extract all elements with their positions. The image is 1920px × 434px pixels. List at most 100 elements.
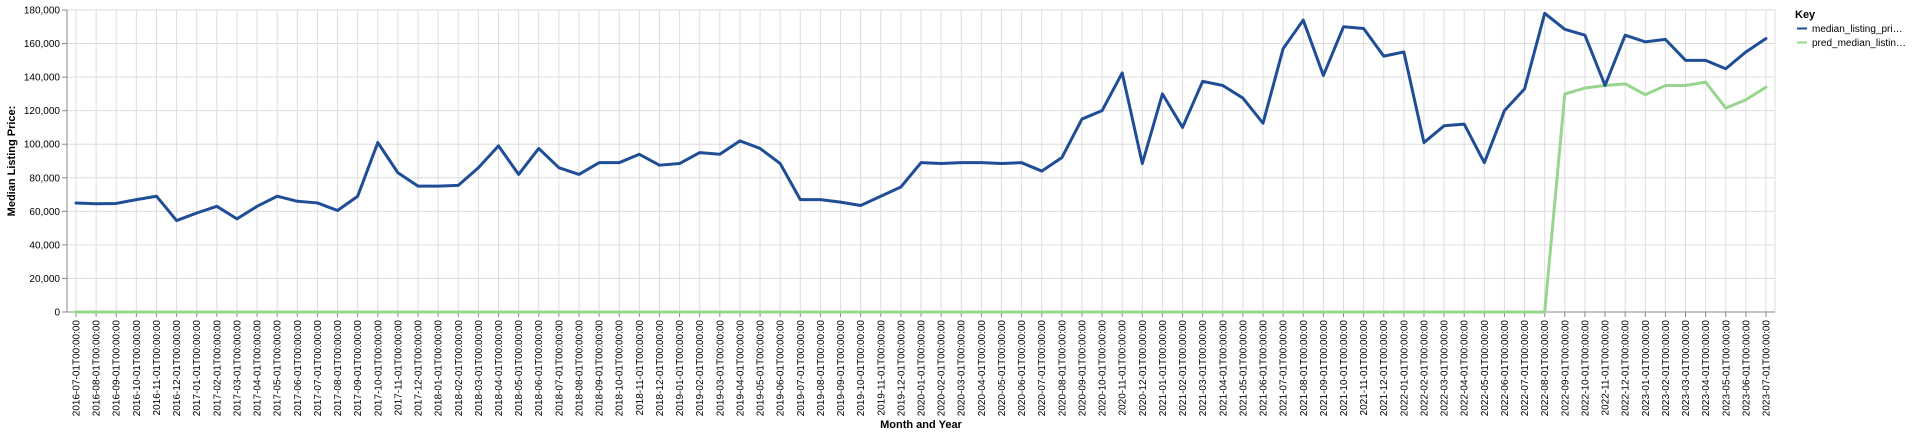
x-tick-label: 2018-03-01T00:00:00 bbox=[474, 320, 485, 417]
x-tick-label: 2020-11-01T00:00:00 bbox=[1118, 320, 1129, 416]
x-tick-label: 2023-02-01T00:00:00 bbox=[1661, 320, 1672, 417]
legend: Key median_listing_pri… pred_median_listi… bbox=[1795, 9, 1906, 49]
x-tick-label: 2017-09-01T00:00:00 bbox=[353, 320, 364, 417]
x-tick-label: 2018-05-01T00:00:00 bbox=[514, 320, 525, 417]
x-tick-label: 2019-01-01T00:00:00 bbox=[675, 320, 686, 417]
x-tick-label: 2023-07-01T00:00:00 bbox=[1762, 320, 1773, 417]
series-line-median-listing-pri bbox=[74, 11, 1768, 223]
y-tick-label: 20,000 bbox=[29, 274, 60, 285]
x-tick-label: 2018-02-01T00:00:00 bbox=[454, 320, 465, 417]
x-tick-label: 2018-08-01T00:00:00 bbox=[574, 320, 585, 417]
x-tick-label: 2017-11-01T00:00:00 bbox=[393, 320, 404, 416]
x-tick-label: 2021-02-01T00:00:00 bbox=[1178, 320, 1189, 417]
x-tick-label: 2020-04-01T00:00:00 bbox=[977, 320, 988, 417]
y-tick-label: 180,000 bbox=[24, 6, 61, 17]
x-tick-label: 2017-08-01T00:00:00 bbox=[333, 320, 344, 417]
x-tick-label: 2022-12-01T00:00:00 bbox=[1621, 320, 1632, 417]
x-tick-label: 2023-01-01T00:00:00 bbox=[1641, 320, 1652, 417]
x-tick-label: 2019-12-01T00:00:00 bbox=[896, 320, 907, 417]
x-tick-label: 2016-10-01T00:00:00 bbox=[132, 320, 143, 417]
x-tick-label: 2020-09-01T00:00:00 bbox=[1077, 320, 1088, 417]
x-tick-label: 2020-06-01T00:00:00 bbox=[1017, 320, 1028, 417]
y-tick-label: 60,000 bbox=[29, 207, 60, 218]
x-tick-label: 2019-11-01T00:00:00 bbox=[876, 320, 887, 416]
x-tick-label: 2016-07-01T00:00:00 bbox=[72, 320, 83, 417]
x-tick-label: 2019-04-01T00:00:00 bbox=[735, 320, 746, 417]
x-tick-label: 2018-10-01T00:00:00 bbox=[615, 320, 626, 417]
y-tick-label: 0 bbox=[54, 308, 60, 319]
y-tick-label: 100,000 bbox=[24, 140, 61, 151]
x-tick-label: 2019-10-01T00:00:00 bbox=[856, 320, 867, 417]
x-tick-label: 2021-12-01T00:00:00 bbox=[1379, 320, 1390, 417]
x-tick-label: 2021-06-01T00:00:00 bbox=[1259, 320, 1270, 417]
y-tick-label: 160,000 bbox=[24, 39, 61, 50]
x-tick-label: 2022-07-01T00:00:00 bbox=[1520, 320, 1531, 417]
x-tick-label: 2022-04-01T00:00:00 bbox=[1460, 320, 1471, 417]
x-tick-label: 2016-12-01T00:00:00 bbox=[172, 320, 183, 417]
x-tick-label: 2017-04-01T00:00:00 bbox=[253, 320, 264, 417]
x-tick-label: 2022-03-01T00:00:00 bbox=[1440, 320, 1451, 417]
x-tick-label: 2016-08-01T00:00:00 bbox=[92, 320, 103, 417]
x-tick-label: 2023-05-01T00:00:00 bbox=[1721, 320, 1732, 417]
x-tick-label: 2021-01-01T00:00:00 bbox=[1158, 320, 1169, 417]
x-tick-label: 2021-03-01T00:00:00 bbox=[1198, 320, 1209, 417]
x-tick-label: 2018-09-01T00:00:00 bbox=[595, 320, 606, 417]
x-tick-label: 2017-06-01T00:00:00 bbox=[293, 320, 304, 417]
x-tick-label: 2016-11-01T00:00:00 bbox=[152, 320, 163, 416]
x-tick-label: 2020-12-01T00:00:00 bbox=[1138, 320, 1149, 417]
x-tick-label: 2021-07-01T00:00:00 bbox=[1279, 320, 1290, 417]
x-tick-label: 2022-02-01T00:00:00 bbox=[1419, 320, 1430, 417]
y-tick-label: 120,000 bbox=[24, 106, 61, 117]
y-tick-labels: 0 20,000 40,000 60,000 80,000 100,000 120,000 1… bbox=[24, 6, 61, 319]
y-axis-title: Median Listing Price: bbox=[6, 106, 18, 217]
x-tick-label: 2021-09-01T00:00:00 bbox=[1319, 320, 1330, 417]
x-tick-label: 2019-03-01T00:00:00 bbox=[715, 320, 726, 417]
x-tick-label: 2023-04-01T00:00:00 bbox=[1701, 320, 1712, 417]
x-tick-label: 2019-02-01T00:00:00 bbox=[695, 320, 706, 417]
x-tick-label: 2018-04-01T00:00:00 bbox=[494, 320, 505, 417]
x-tick-label: 2022-01-01T00:00:00 bbox=[1399, 320, 1410, 417]
x-tick-label: 2018-11-01T00:00:00 bbox=[635, 320, 646, 416]
x-tick-label: 2017-02-01T00:00:00 bbox=[212, 320, 223, 417]
x-tick-label: 2020-10-01T00:00:00 bbox=[1098, 320, 1109, 417]
x-tick-label: 2020-05-01T00:00:00 bbox=[997, 320, 1008, 417]
x-tick-label: 2022-08-01T00:00:00 bbox=[1540, 320, 1551, 417]
x-tick-label: 2020-07-01T00:00:00 bbox=[1037, 320, 1048, 417]
x-tick-label: 2020-08-01T00:00:00 bbox=[1057, 320, 1068, 417]
legend-label: pred_median_listin… bbox=[1812, 38, 1906, 49]
x-tick-label: 2017-03-01T00:00:00 bbox=[232, 320, 243, 417]
x-tick-label: 2020-03-01T00:00:00 bbox=[957, 320, 968, 417]
x-tick-label: 2021-10-01T00:00:00 bbox=[1339, 320, 1350, 417]
x-tick-label: 2018-12-01T00:00:00 bbox=[655, 320, 666, 417]
gridlines bbox=[67, 9, 1775, 313]
legend-label: median_listing_pri… bbox=[1812, 24, 1903, 35]
y-tick-label: 40,000 bbox=[29, 240, 60, 251]
x-tick-label: 2017-05-01T00:00:00 bbox=[273, 320, 284, 417]
x-tick-label: 2019-06-01T00:00:00 bbox=[776, 320, 787, 417]
x-tick-label: 2019-09-01T00:00:00 bbox=[836, 320, 847, 417]
legend-title: Key bbox=[1795, 9, 1816, 21]
x-tick-label: 2019-07-01T00:00:00 bbox=[796, 320, 807, 417]
y-tick-label: 140,000 bbox=[24, 73, 61, 84]
x-tick-label: 2021-11-01T00:00:00 bbox=[1359, 320, 1370, 416]
y-tick-label: 80,000 bbox=[29, 173, 60, 184]
x-tick-label: 2020-02-01T00:00:00 bbox=[937, 320, 948, 417]
x-tick-label: 2023-03-01T00:00:00 bbox=[1681, 320, 1692, 417]
x-tick-label: 2022-11-01T00:00:00 bbox=[1601, 320, 1612, 416]
x-tick-label: 2022-09-01T00:00:00 bbox=[1560, 320, 1571, 417]
x-tick-label: 2018-06-01T00:00:00 bbox=[534, 320, 545, 417]
series-line-pred-median-listin bbox=[74, 80, 1768, 314]
x-tick-label: 2020-01-01T00:00:00 bbox=[917, 320, 928, 417]
x-tick-label: 2019-05-01T00:00:00 bbox=[756, 320, 767, 417]
x-tick-label: 2017-12-01T00:00:00 bbox=[414, 320, 425, 417]
x-tick-label: 2017-10-01T00:00:00 bbox=[373, 320, 384, 417]
x-tick-label: 2021-08-01T00:00:00 bbox=[1299, 320, 1310, 417]
x-tick-label: 2023-06-01T00:00:00 bbox=[1741, 320, 1752, 417]
x-tick-label: 2016-09-01T00:00:00 bbox=[112, 320, 123, 417]
x-tick-label: 2021-05-01T00:00:00 bbox=[1238, 320, 1249, 417]
series-lines bbox=[74, 11, 1768, 314]
x-tick-labels: 2016-07-01T00:00:00 2016-08-01T00:00:00 20… bbox=[72, 320, 1773, 417]
x-tick-label: 2017-01-01T00:00:00 bbox=[192, 320, 203, 417]
x-tick-label: 2022-06-01T00:00:00 bbox=[1500, 320, 1511, 417]
